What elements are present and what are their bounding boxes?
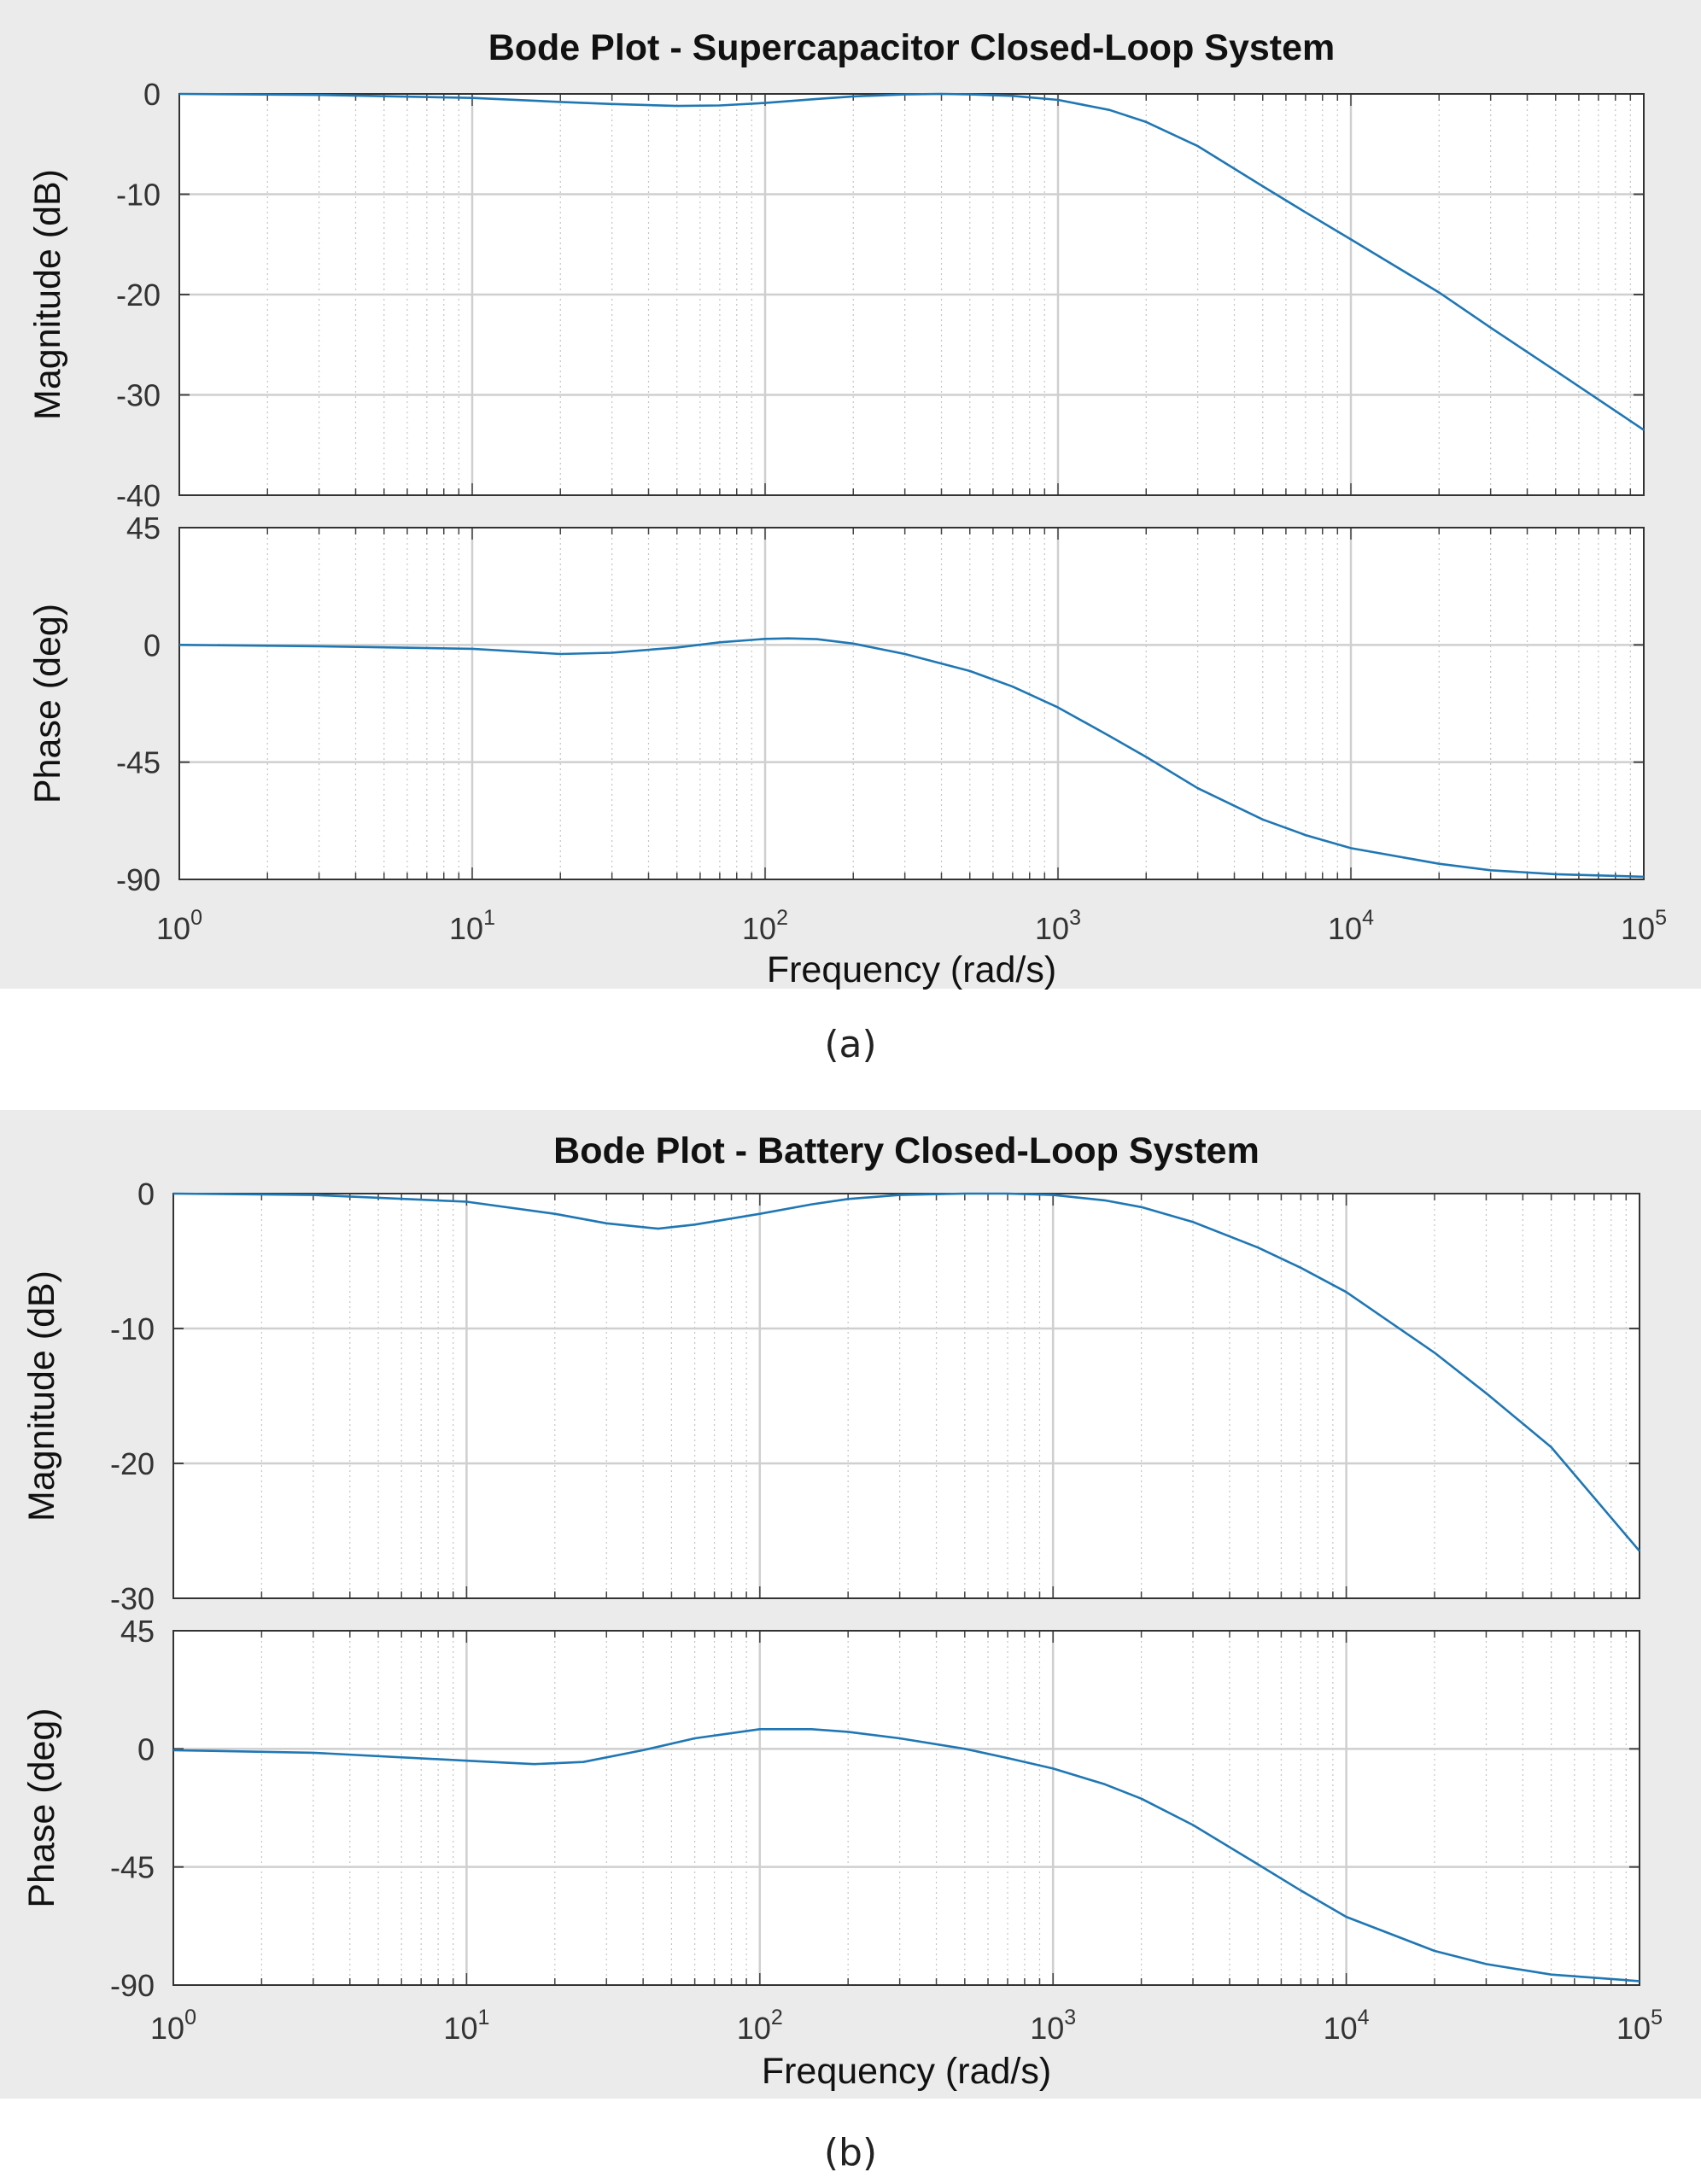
y-tick-label: -45 — [110, 1850, 155, 1885]
magnitude-ylabel: Magnitude (dB) — [27, 169, 68, 420]
magnitude-ylabel: Magnitude (dB) — [21, 1270, 62, 1521]
y-tick-label: 0 — [143, 77, 161, 112]
x-tick-label: 100 — [150, 2006, 196, 2046]
bode-plot-a-svg: Bode Plot - Supercapacitor Closed-Loop S… — [27, 27, 1667, 990]
phase-ylabel: Phase (deg) — [27, 604, 68, 803]
y-tick-label: -20 — [110, 1446, 155, 1481]
caption-a: (a) — [824, 1023, 877, 1066]
x-tick-label: 103 — [1030, 2006, 1076, 2046]
y-tick-label: -90 — [110, 1968, 155, 2003]
phase-plot-area — [179, 528, 1644, 879]
phase-ylabel: Phase (deg) — [21, 1708, 62, 1907]
x-tick-label: 104 — [1324, 2006, 1370, 2046]
x-tick-label: 104 — [1328, 906, 1374, 946]
chart-title: Bode Plot - Battery Closed-Loop System — [553, 1130, 1260, 1171]
x-axis-label: Frequency (rad/s) — [767, 949, 1056, 990]
phase-axes-box — [178, 527, 1645, 880]
y-tick-label: -20 — [116, 277, 161, 312]
magnitude-axes-box — [172, 1193, 1640, 1599]
y-tick-label: 0 — [137, 1177, 155, 1212]
caption-b: (b) — [823, 2131, 878, 2175]
chart-title: Bode Plot - Supercapacitor Closed-Loop S… — [488, 27, 1336, 68]
y-tick-label: -30 — [110, 1581, 155, 1616]
phase-plot-area — [173, 1631, 1640, 1985]
x-tick-label: 105 — [1616, 2006, 1663, 2046]
x-tick-label: 102 — [742, 906, 788, 946]
y-tick-label: -10 — [116, 178, 161, 213]
magnitude-subplot: 0 -10 -20 -30 Magnitude (dB) — [21, 1177, 1640, 1616]
phase-subplot: 45 0 -45 -90 Phase (deg) — [27, 511, 1645, 897]
phase-series-line — [172, 1727, 1640, 1983]
y-tick-label: 45 — [126, 511, 161, 546]
bode-plot-a: Bode Plot - Supercapacitor Closed-Loop S… — [0, 0, 1701, 990]
magnitude-series-line — [178, 92, 1645, 431]
x-tick-label: 100 — [156, 906, 202, 946]
y-tick-label: 45 — [120, 1614, 155, 1649]
y-tick-label: -45 — [116, 745, 161, 780]
magnitude-series-line — [172, 1192, 1640, 1552]
phase-axes-box — [172, 1630, 1640, 1986]
magnitude-plot-area — [173, 1194, 1640, 1598]
x-tick-label: 101 — [443, 2006, 489, 2046]
y-tick-label: -30 — [116, 378, 161, 413]
y-tick-label: 0 — [137, 1731, 155, 1766]
phase-series-line — [178, 637, 1645, 879]
x-tick-label: 105 — [1621, 906, 1667, 946]
y-tick-label: -10 — [110, 1311, 155, 1346]
bode-plot-b-svg: Bode Plot - Battery Closed-Loop System 0 -… — [21, 1130, 1663, 2092]
x-tick-label: 102 — [737, 2006, 783, 2046]
x-tick-label: 103 — [1035, 906, 1081, 946]
magnitude-subplot: 0 -10 -20 -30 -40 Magnitude (dB) — [27, 77, 1645, 513]
y-tick-label: -40 — [116, 478, 161, 513]
x-axis-label: Frequency (rad/s) — [762, 2051, 1051, 2092]
y-tick-label: -90 — [116, 862, 161, 897]
x-tick-label: 101 — [449, 906, 495, 946]
bode-plot-b: Bode Plot - Battery Closed-Loop System 0 -… — [0, 1110, 1701, 2099]
y-tick-label: 0 — [143, 628, 161, 663]
phase-subplot: 45 0 -45 -90 Phase (deg) — [21, 1614, 1640, 2003]
